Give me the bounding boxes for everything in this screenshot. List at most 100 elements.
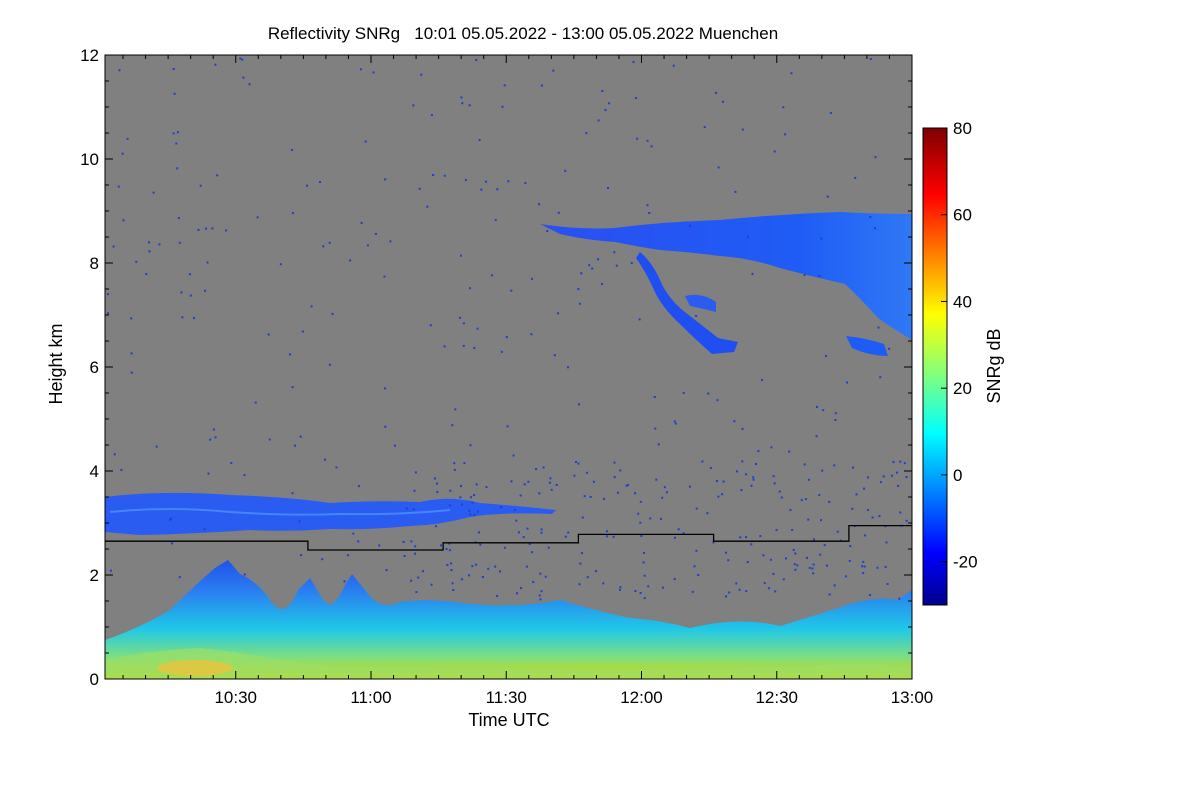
noise-speckle xyxy=(646,204,649,207)
noise-speckle xyxy=(639,592,642,594)
noise-speckle xyxy=(583,495,586,498)
noise-speckle xyxy=(294,444,296,447)
noise-speckle xyxy=(469,513,472,516)
y-axis: 0 2 4 6 8 10 12 xyxy=(80,46,912,689)
noise-speckle xyxy=(448,504,451,507)
noise-speckle xyxy=(500,350,503,353)
noise-speckle xyxy=(564,535,567,538)
noise-speckle xyxy=(757,450,760,453)
noise-speckle xyxy=(549,477,552,480)
noise-speckle xyxy=(605,530,608,533)
noise-speckle xyxy=(581,516,584,519)
noise-speckle xyxy=(597,119,600,122)
noise-speckle xyxy=(364,140,367,143)
noise-speckle xyxy=(254,401,257,404)
colorbar-tick-label: 40 xyxy=(953,292,972,311)
noise-speckle xyxy=(879,376,882,379)
noise-speckle xyxy=(595,570,597,573)
noise-speckle xyxy=(548,481,551,484)
noise-speckle xyxy=(550,488,553,491)
noise-speckle xyxy=(321,558,324,561)
noise-speckle xyxy=(112,245,115,248)
noise-speckle xyxy=(468,104,471,107)
noise-speckle xyxy=(147,241,150,244)
noise-speckle xyxy=(209,438,212,441)
noise-speckle xyxy=(788,450,791,453)
noise-speckle xyxy=(567,366,569,369)
noise-speckle xyxy=(501,105,504,108)
noise-speckle xyxy=(639,521,642,524)
noise-speckle xyxy=(268,438,271,441)
noise-speckle xyxy=(855,493,858,496)
noise-speckle xyxy=(861,565,864,568)
noise-speckle xyxy=(540,531,543,534)
colorbar-tick-label: 80 xyxy=(953,119,972,138)
noise-speckle xyxy=(643,574,646,577)
noise-speckle xyxy=(833,464,836,467)
noise-speckle xyxy=(193,317,195,320)
noise-speckle xyxy=(896,471,898,474)
noise-speckle xyxy=(230,462,233,464)
noise-speckle xyxy=(468,509,471,512)
noise-speckle xyxy=(155,445,158,448)
noise-speckle xyxy=(177,217,180,219)
noise-speckle xyxy=(886,583,889,585)
colorbar-tick-label: 60 xyxy=(953,206,972,225)
noise-speckle xyxy=(673,420,676,423)
low-level-echo-core xyxy=(105,648,912,679)
noise-speckle xyxy=(578,302,581,305)
noise-speckle xyxy=(557,211,560,214)
y-tick-label: 2 xyxy=(90,566,99,585)
noise-speckle xyxy=(117,185,120,188)
noise-speckle xyxy=(577,288,580,291)
noise-speckle xyxy=(897,484,900,487)
cirrus-lower-patch xyxy=(846,336,888,356)
noise-speckle xyxy=(540,84,543,87)
noise-speckle xyxy=(475,563,478,566)
noise-speckle xyxy=(170,542,173,545)
noise-speckle xyxy=(535,468,537,471)
cirrus-fallstreak xyxy=(636,252,738,354)
noise-speckle xyxy=(412,104,415,107)
noise-speckle xyxy=(791,529,794,531)
noise-speckle xyxy=(211,227,214,230)
noise-speckle xyxy=(826,564,828,567)
noise-speckle xyxy=(279,263,282,266)
noise-speckle xyxy=(170,517,173,520)
noise-speckle xyxy=(761,378,763,381)
noise-speckle xyxy=(874,227,876,230)
noise-speckle xyxy=(741,427,744,430)
noise-speckle xyxy=(738,588,741,591)
noise-speckle xyxy=(432,174,435,176)
noise-speckles xyxy=(107,57,908,601)
noise-speckle xyxy=(481,576,484,578)
noise-speckle xyxy=(789,509,792,512)
noise-speckle xyxy=(420,73,423,76)
noise-speckle xyxy=(601,90,604,92)
noise-speckle xyxy=(586,576,589,579)
noise-speckle xyxy=(811,567,814,570)
noise-speckle xyxy=(780,496,783,499)
noise-speckle xyxy=(739,536,742,539)
noise-speckle xyxy=(677,528,680,531)
noise-speckle xyxy=(848,559,851,562)
noise-speckle xyxy=(580,552,583,555)
noise-speckle xyxy=(899,511,902,514)
noise-speckle xyxy=(869,58,872,60)
noise-speckle xyxy=(547,546,550,549)
noise-speckle xyxy=(378,544,381,547)
noise-speckle xyxy=(496,594,499,597)
noise-speckle xyxy=(693,565,696,568)
colorbar-tick-label: 20 xyxy=(953,379,972,398)
noise-speckle xyxy=(612,535,615,538)
noise-speckle xyxy=(267,333,270,336)
noise-speckle xyxy=(393,444,396,447)
noise-speckle xyxy=(661,586,664,589)
noise-speckle xyxy=(415,591,418,594)
noise-speckle xyxy=(169,518,171,521)
noise-speckle xyxy=(469,444,472,447)
noise-speckle xyxy=(515,519,518,522)
noise-speckle xyxy=(812,563,815,566)
noise-speckle xyxy=(517,531,520,534)
noise-speckle xyxy=(735,582,738,585)
